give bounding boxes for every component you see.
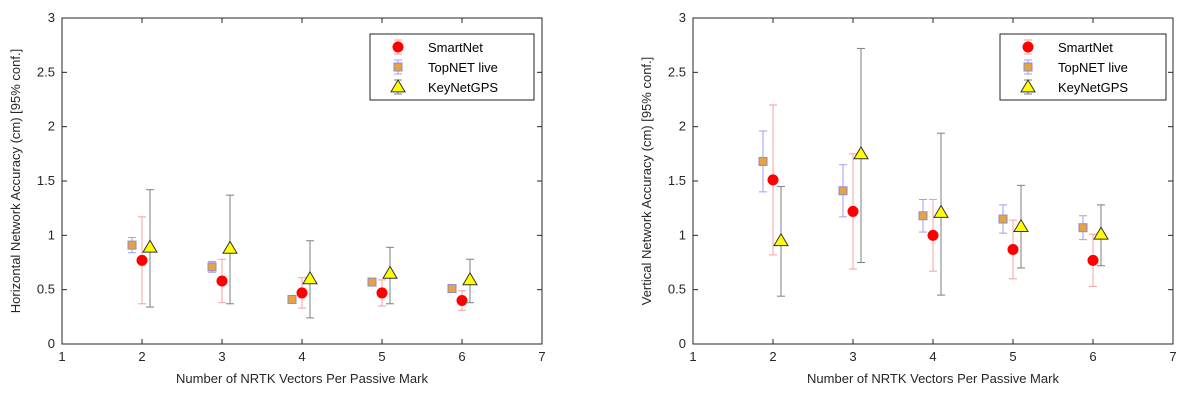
- y-tick-label: 2: [679, 119, 686, 134]
- y-tick-label: 0: [679, 336, 686, 351]
- x-tick-label: 5: [378, 349, 385, 364]
- series-topnet-live: [758, 130, 1088, 241]
- y-tick-label: 0.5: [37, 282, 55, 297]
- x-tick-label: 6: [1089, 349, 1096, 364]
- series-keynetgps: [773, 47, 1109, 297]
- series-keynetgps: [142, 189, 478, 319]
- x-tick-label: 7: [1169, 349, 1176, 364]
- legend-label: SmartNet: [1058, 40, 1113, 55]
- legend: SmartNet TopNET live KeyNetGPS: [369, 33, 535, 101]
- data-point: [1013, 218, 1029, 233]
- data-point: [142, 239, 158, 253]
- y-tick-label: 2: [48, 119, 55, 134]
- x-tick-label: 4: [298, 349, 305, 364]
- x-tick-label: 3: [218, 349, 225, 364]
- data-point: [462, 271, 478, 286]
- x-tick-label: 1: [689, 349, 696, 364]
- data-point: [838, 186, 848, 196]
- data-point: [136, 254, 148, 266]
- legend-label: TopNET live: [1058, 60, 1128, 75]
- data-point: [287, 294, 297, 304]
- data-point: [127, 240, 137, 250]
- data-point: [918, 211, 928, 221]
- data-point: [447, 284, 457, 294]
- data-point: [1078, 223, 1088, 233]
- x-tick-label: 3: [849, 349, 856, 364]
- y-tick-label: 2.5: [37, 64, 55, 79]
- data-point: [933, 204, 949, 218]
- x-axis-label: Number of NRTK Vectors Per Passive Mark: [176, 371, 428, 386]
- data-point: [382, 265, 398, 279]
- data-point: [767, 174, 779, 186]
- legend-marker: [392, 41, 404, 53]
- data-point: [1093, 226, 1109, 240]
- x-tick-label: 5: [1009, 349, 1016, 364]
- series-smartnet: [136, 216, 468, 311]
- legend-marker: [393, 62, 403, 72]
- legend-marker: [1023, 62, 1033, 72]
- legend-label: TopNET live: [428, 60, 498, 75]
- y-axis-label: Horizontal Network Accuracy (cm) [95% co…: [8, 49, 23, 313]
- legend: SmartNet TopNET live KeyNetGPS: [999, 33, 1167, 101]
- data-point: [998, 214, 1008, 224]
- y-tick-label: 0.5: [668, 282, 686, 297]
- legend-label: KeyNetGPS: [1058, 80, 1128, 95]
- data-point: [1007, 243, 1019, 255]
- y-tick-label: 1: [48, 227, 55, 242]
- y-tick-label: 3: [679, 10, 686, 25]
- legend-label: SmartNet: [428, 40, 483, 55]
- data-point: [367, 277, 377, 287]
- legend-marker: [390, 79, 406, 93]
- chart-panel-2: 1 2 3 4 5 6 7 0 0.5 1 1.5 2 2.5 3 Number of NRTK Vecto…: [639, 10, 1177, 386]
- data-point: [296, 287, 308, 299]
- x-tick-label: 4: [929, 349, 936, 364]
- legend-label: KeyNetGPS: [428, 80, 498, 95]
- data-point: [456, 295, 468, 307]
- x-tick-label: 6: [458, 349, 465, 364]
- x-tick-label: 2: [769, 349, 776, 364]
- data-point: [376, 287, 388, 299]
- y-tick-label: 3: [48, 10, 55, 25]
- x-axis-label: Number of NRTK Vectors Per Passive Mark: [807, 371, 1059, 386]
- y-tick-label: 1.5: [668, 173, 686, 188]
- data-point: [207, 262, 217, 272]
- x-tick-label: 1: [58, 349, 65, 364]
- series-topnet-live: [127, 237, 457, 304]
- legend-marker: [1022, 41, 1034, 53]
- y-tick-label: 1: [679, 227, 686, 242]
- data-point: [216, 275, 228, 287]
- y-tick-label: 0: [48, 336, 55, 351]
- y-axis-label: Vertical Network Accuracy (cm) [95% conf…: [639, 57, 654, 306]
- x-tick-label: 2: [138, 349, 145, 364]
- data-point: [222, 240, 238, 254]
- series-smartnet: [767, 104, 1099, 287]
- data-point: [302, 270, 318, 285]
- data-point: [853, 145, 869, 160]
- y-tick-label: 2.5: [668, 64, 686, 79]
- data-point: [1087, 254, 1099, 266]
- legend-marker: [1020, 79, 1036, 93]
- y-tick-label: 1.5: [37, 173, 55, 188]
- data-point: [758, 156, 768, 166]
- data-point: [927, 229, 939, 241]
- chart-panel-1: 1 2 3 4 5 6 7 0 0.5 1 1.5 2 2.5 3 Number of NRTK Vecto…: [8, 10, 546, 386]
- x-tick-label: 7: [538, 349, 545, 364]
- data-point: [847, 205, 859, 217]
- data-point: [773, 232, 789, 247]
